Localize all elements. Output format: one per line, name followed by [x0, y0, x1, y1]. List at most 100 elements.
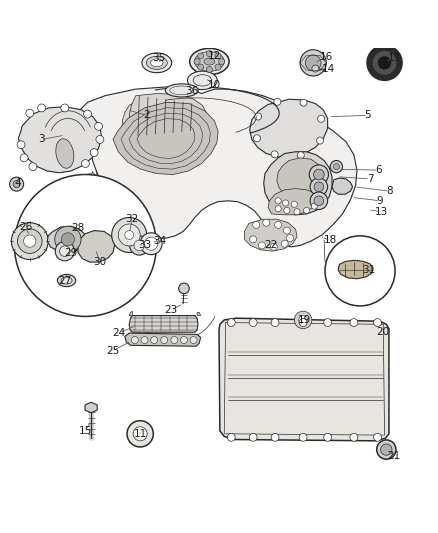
Circle shape [145, 237, 158, 251]
Circle shape [271, 433, 279, 441]
Circle shape [171, 336, 178, 344]
Text: 31: 31 [362, 265, 375, 275]
Circle shape [283, 227, 290, 234]
Circle shape [374, 433, 381, 441]
Circle shape [312, 65, 319, 72]
Ellipse shape [187, 71, 217, 90]
Text: 7: 7 [367, 174, 374, 184]
Text: 29: 29 [64, 248, 78, 259]
Circle shape [310, 178, 328, 196]
Circle shape [11, 223, 48, 260]
Circle shape [29, 163, 37, 171]
Text: 26: 26 [19, 222, 32, 232]
Ellipse shape [57, 274, 76, 287]
Circle shape [61, 104, 69, 112]
Circle shape [310, 192, 328, 209]
Circle shape [324, 433, 332, 441]
Circle shape [130, 236, 149, 255]
Text: 19: 19 [298, 315, 311, 325]
Text: 22: 22 [264, 240, 277, 251]
Circle shape [14, 174, 156, 317]
Circle shape [374, 319, 381, 327]
Circle shape [249, 319, 257, 327]
Circle shape [275, 221, 282, 229]
Circle shape [377, 440, 396, 459]
Polygon shape [125, 333, 201, 346]
Circle shape [271, 151, 278, 158]
Circle shape [198, 53, 204, 59]
Text: 36: 36 [185, 86, 198, 96]
Text: 23: 23 [164, 305, 177, 316]
Circle shape [284, 207, 290, 214]
Circle shape [253, 221, 260, 229]
Circle shape [263, 219, 270, 226]
Circle shape [112, 217, 147, 253]
Polygon shape [18, 107, 102, 173]
Circle shape [10, 177, 24, 191]
Polygon shape [277, 158, 323, 197]
Circle shape [330, 160, 343, 173]
Ellipse shape [151, 59, 163, 67]
Circle shape [304, 207, 310, 214]
Text: 25: 25 [106, 345, 120, 356]
Circle shape [297, 152, 304, 159]
Polygon shape [47, 226, 85, 253]
Circle shape [258, 242, 265, 249]
Circle shape [275, 198, 281, 204]
Circle shape [275, 206, 281, 212]
Circle shape [81, 159, 89, 167]
Text: 27: 27 [58, 276, 71, 286]
Circle shape [206, 51, 212, 56]
Circle shape [372, 51, 397, 75]
Circle shape [325, 236, 395, 306]
Circle shape [215, 53, 221, 59]
Polygon shape [113, 102, 218, 174]
Ellipse shape [193, 75, 212, 86]
Circle shape [131, 336, 138, 344]
Text: 24: 24 [113, 328, 126, 338]
Polygon shape [219, 318, 389, 441]
Polygon shape [244, 219, 297, 251]
Circle shape [300, 99, 307, 106]
Circle shape [90, 149, 98, 157]
Circle shape [17, 141, 25, 149]
Circle shape [249, 433, 257, 441]
Circle shape [350, 319, 358, 327]
Polygon shape [197, 312, 201, 316]
Text: 6: 6 [375, 165, 382, 175]
Text: 3: 3 [38, 134, 45, 144]
Circle shape [299, 316, 307, 324]
Circle shape [286, 235, 293, 241]
Polygon shape [338, 260, 373, 279]
Text: 21: 21 [388, 451, 401, 461]
Circle shape [317, 137, 324, 144]
Polygon shape [78, 231, 115, 262]
Circle shape [118, 224, 140, 246]
Ellipse shape [142, 53, 172, 72]
Circle shape [314, 182, 324, 191]
Circle shape [190, 336, 197, 344]
Circle shape [294, 311, 312, 329]
Circle shape [60, 246, 70, 256]
Circle shape [309, 165, 328, 184]
Text: 11: 11 [134, 429, 147, 439]
Polygon shape [264, 152, 332, 215]
Polygon shape [250, 99, 328, 157]
Circle shape [26, 109, 34, 117]
Circle shape [271, 319, 279, 327]
Text: 4: 4 [14, 178, 21, 188]
Circle shape [55, 226, 81, 253]
Circle shape [61, 233, 74, 246]
Circle shape [378, 56, 391, 69]
Text: 15: 15 [79, 426, 92, 436]
Circle shape [274, 98, 281, 106]
Text: 8: 8 [386, 186, 393, 196]
Circle shape [161, 336, 168, 344]
Text: 28: 28 [71, 223, 85, 233]
Ellipse shape [61, 277, 72, 284]
Circle shape [127, 421, 153, 447]
Circle shape [300, 50, 326, 76]
Circle shape [134, 240, 145, 251]
Text: 2: 2 [143, 110, 150, 120]
Circle shape [227, 319, 235, 327]
